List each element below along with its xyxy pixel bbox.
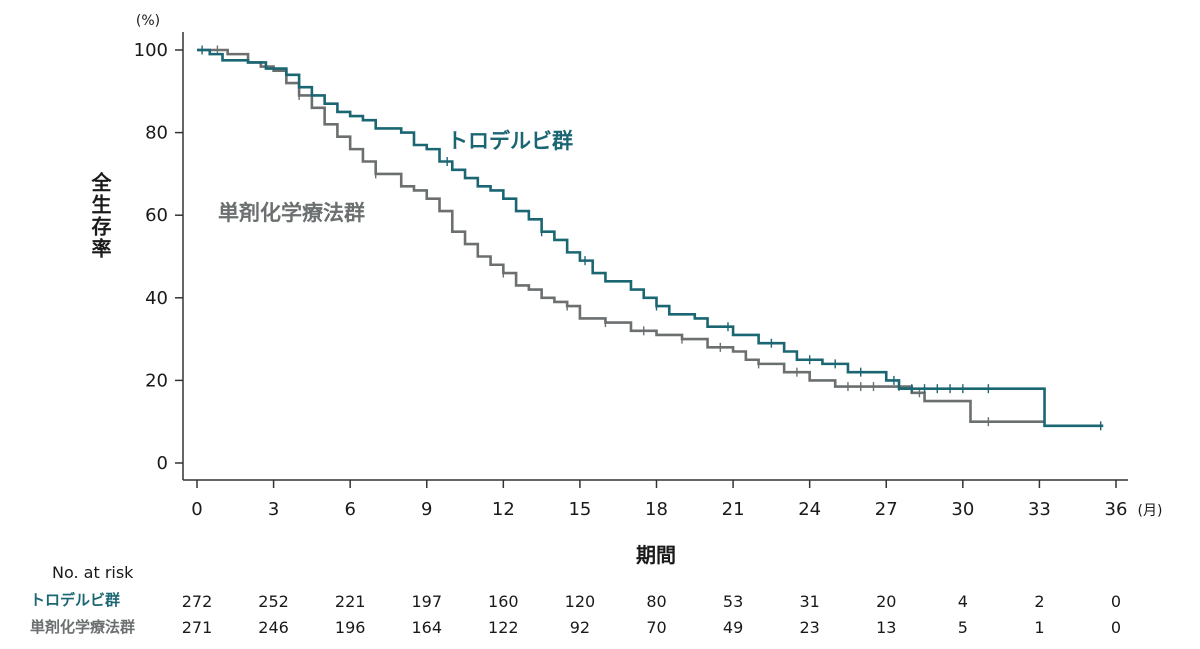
x-tick-label: 36 xyxy=(1105,499,1128,520)
risk-value: 2 xyxy=(1034,592,1044,611)
risk-value: 13 xyxy=(876,618,896,637)
risk-value: 197 xyxy=(411,592,442,611)
risk-value: 196 xyxy=(335,618,366,637)
risk-table-title: No. at risk xyxy=(52,563,134,582)
y-tick-label: 40 xyxy=(145,288,168,309)
risk-value: 252 xyxy=(258,592,289,611)
risk-value: 271 xyxy=(182,618,213,637)
x-tick-label: 12 xyxy=(492,499,515,520)
y-tick-label: 20 xyxy=(145,370,168,391)
series-label-chemo: 単剤化学療法群 xyxy=(218,201,365,225)
y-ticks: 0 20 40 60 80 100 xyxy=(134,40,183,474)
risk-value: 164 xyxy=(411,618,442,637)
y-unit-label: (%) xyxy=(136,13,160,29)
y-tick-label: 0 xyxy=(157,453,168,474)
y-tick-label: 80 xyxy=(145,123,168,144)
x-tick-label: 27 xyxy=(875,499,898,520)
x-tick-label: 0 xyxy=(191,499,202,520)
y-tick-label: 60 xyxy=(145,205,168,226)
survival-curve-0 xyxy=(197,48,1104,428)
risk-value: 80 xyxy=(646,592,666,611)
risk-row-label-trodelvy: トロデルビ群 xyxy=(30,591,120,609)
risk-value: 70 xyxy=(646,618,666,637)
risk-value: 20 xyxy=(876,592,896,611)
risk-value: 122 xyxy=(488,618,519,637)
series-label-trodelvy: トロデルビ群 xyxy=(447,129,573,153)
risk-value: 23 xyxy=(799,618,819,637)
risk-value: 31 xyxy=(799,592,819,611)
risk-value: 92 xyxy=(570,618,590,637)
risk-row-label-chemo: 単剤化学療法群 xyxy=(30,618,135,636)
risk-value: 53 xyxy=(723,592,743,611)
y-axis-title: 全生存率 xyxy=(88,171,112,260)
survival-curve-1 xyxy=(197,48,1045,423)
survival-curves xyxy=(197,45,1104,431)
x-tick-label: 21 xyxy=(722,499,745,520)
x-tick-label: 9 xyxy=(421,499,432,520)
x-tick-label: 24 xyxy=(798,499,821,520)
x-tick-label: 30 xyxy=(951,499,974,520)
risk-value: 272 xyxy=(182,592,213,611)
risk-value: 4 xyxy=(958,592,968,611)
x-tick-label: 3 xyxy=(268,499,279,520)
risk-value: 0 xyxy=(1111,618,1121,637)
x-unit-label: (月) xyxy=(1138,503,1163,519)
risk-value: 246 xyxy=(258,618,289,637)
x-tick-label: 6 xyxy=(344,499,355,520)
risk-value: 5 xyxy=(958,618,968,637)
y-tick-label: 100 xyxy=(134,40,168,61)
risk-value: 49 xyxy=(723,618,743,637)
x-ticks: 0 3 6 9 12 15 18 21 24 27 30 33 36 xyxy=(191,480,1127,520)
x-tick-label: 33 xyxy=(1028,499,1051,520)
risk-value: 0 xyxy=(1111,592,1121,611)
x-axis-title: 期間 xyxy=(636,543,676,567)
risk-value: 221 xyxy=(335,592,366,611)
x-tick-label: 18 xyxy=(645,499,668,520)
risk-value: 120 xyxy=(565,592,596,611)
x-tick-label: 15 xyxy=(568,499,591,520)
risk-value: 160 xyxy=(488,592,519,611)
risk-value: 1 xyxy=(1034,618,1044,637)
